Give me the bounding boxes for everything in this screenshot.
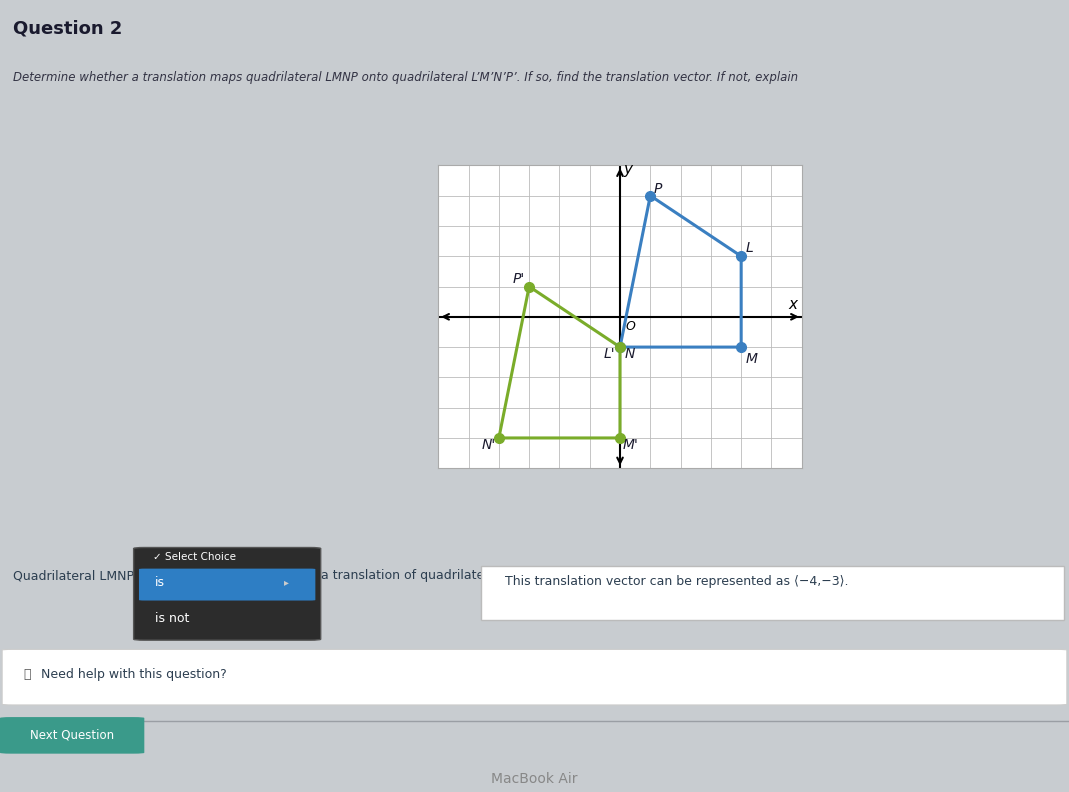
Text: is: is bbox=[155, 576, 165, 589]
Text: x: x bbox=[788, 297, 797, 312]
Text: P': P' bbox=[512, 272, 525, 287]
FancyBboxPatch shape bbox=[2, 649, 1067, 705]
FancyBboxPatch shape bbox=[0, 717, 144, 754]
Text: P: P bbox=[653, 181, 662, 196]
Text: M': M' bbox=[623, 437, 639, 451]
Text: y: y bbox=[623, 162, 632, 177]
Text: This translation vector can be represented as ⟨−4,−3⟩.: This translation vector can be represent… bbox=[505, 575, 848, 588]
Text: Next Question: Next Question bbox=[30, 729, 113, 741]
Text: L': L' bbox=[604, 347, 616, 360]
FancyBboxPatch shape bbox=[139, 569, 315, 600]
Text: Need help with this question?: Need help with this question? bbox=[41, 668, 227, 681]
Text: L: L bbox=[746, 241, 754, 255]
Text: M: M bbox=[746, 352, 758, 366]
Text: a translation of quadrilateral L’M’N’P’.: a translation of quadrilateral L’M’N’P’. bbox=[321, 569, 559, 582]
Text: N': N' bbox=[482, 437, 496, 451]
Text: ▸: ▸ bbox=[283, 577, 289, 588]
Text: ✓ Select Choice: ✓ Select Choice bbox=[153, 551, 236, 562]
Text: Determine whether a translation maps quadrilateral LMNP onto quadrilateral L’M’N: Determine whether a translation maps qua… bbox=[13, 71, 797, 85]
Text: O: O bbox=[625, 321, 635, 333]
Text: is not: is not bbox=[155, 612, 189, 625]
FancyBboxPatch shape bbox=[134, 547, 321, 640]
Text: Quadrilateral LMNP: Quadrilateral LMNP bbox=[13, 569, 134, 582]
Text: MacBook Air: MacBook Air bbox=[492, 772, 577, 786]
Text: Question 2: Question 2 bbox=[13, 20, 122, 37]
FancyBboxPatch shape bbox=[481, 566, 1064, 619]
Text: ⓘ: ⓘ bbox=[24, 668, 31, 681]
Text: N: N bbox=[624, 347, 635, 360]
